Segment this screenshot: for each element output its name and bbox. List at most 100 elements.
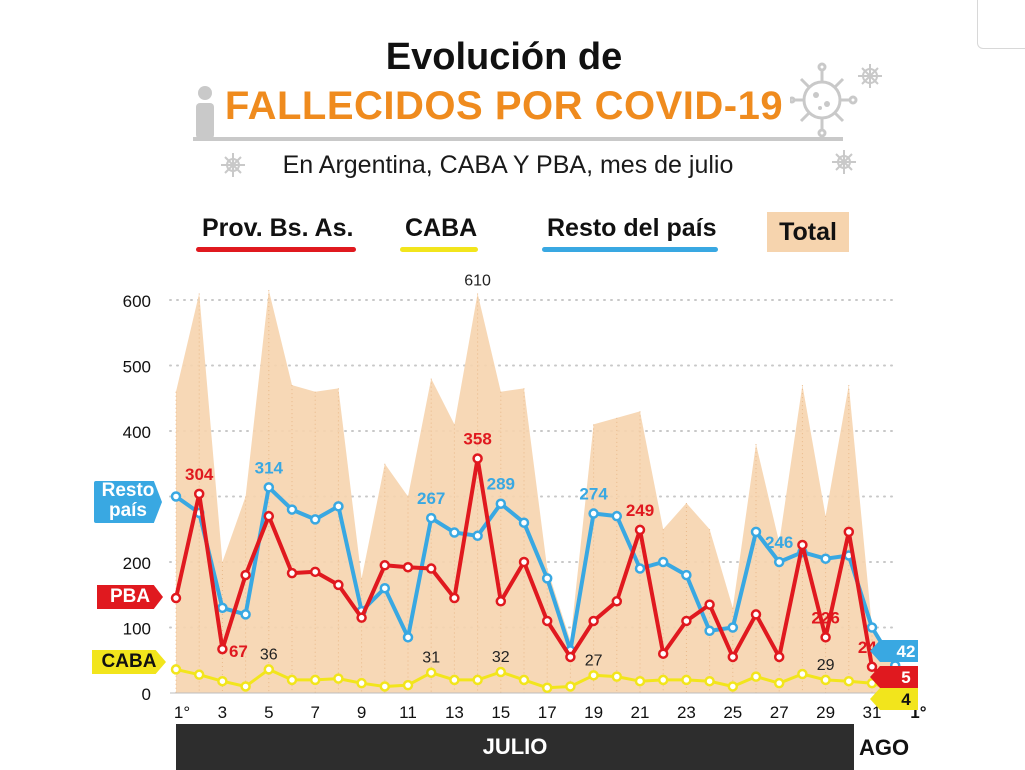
data-point: [449, 527, 460, 538]
x-tick-label: 23: [677, 703, 696, 722]
x-tick-label: 25: [723, 703, 742, 722]
pba-tag: PBA: [97, 585, 163, 609]
total-area-watermark: Total: [492, 321, 543, 346]
x-tick-label: 15: [491, 703, 510, 722]
data-point: [472, 530, 483, 542]
data-point: [773, 651, 785, 663]
data-point: [170, 592, 182, 604]
data-point: [750, 609, 762, 620]
data-label: 31: [422, 650, 440, 667]
data-point: [240, 681, 251, 692]
data-point: [425, 563, 437, 574]
data-label: 274: [579, 485, 608, 504]
data-label: 314: [255, 458, 284, 477]
data-point: [402, 561, 414, 573]
data-point: [333, 579, 344, 591]
data-point: [634, 675, 646, 687]
data-point: [449, 674, 460, 686]
subtitle: En Argentina, CABA Y PBA, mes de julio: [282, 151, 734, 179]
person-icon: [196, 86, 214, 139]
data-point: [518, 517, 530, 528]
data-point: [333, 501, 344, 512]
data-point: [820, 632, 831, 643]
legend-total-label: Total: [767, 212, 849, 252]
data-point: [495, 596, 507, 607]
virus-small-icon-right: [832, 150, 856, 174]
data-point: [217, 643, 228, 655]
resto-tag-line1: Resto: [101, 480, 155, 501]
legend-caba-label: CABA: [405, 214, 478, 242]
legend-caba-line: [400, 247, 478, 252]
data-point: [657, 648, 669, 659]
data-point: [518, 556, 530, 568]
data-point: [657, 556, 669, 568]
data-point: [588, 670, 599, 681]
virus-small-icon-left: [221, 153, 245, 177]
data-point: [704, 599, 715, 610]
data-point: [541, 615, 553, 627]
y-tick-600: 600: [123, 292, 151, 311]
y-tick-200: 200: [123, 554, 151, 573]
end-tag-caba-bg: [870, 688, 918, 710]
data-label: 29: [817, 657, 835, 674]
data-label: 249: [626, 501, 654, 520]
x-tick-label: 7: [310, 703, 319, 722]
month-label-august: AGO: [859, 735, 910, 760]
data-point: [773, 556, 785, 568]
x-tick-label: 11: [399, 703, 417, 722]
data-label: 226: [811, 608, 839, 627]
x-tick-label: 9: [357, 703, 366, 722]
data-point: [425, 512, 437, 524]
data-point: [797, 668, 808, 680]
data-point: [681, 615, 692, 627]
data-point: [843, 526, 855, 538]
data-label: 36: [260, 646, 278, 663]
data-point: [727, 651, 739, 663]
data-point: [704, 675, 715, 687]
window-corner-frame: [977, 0, 1025, 49]
data-point: [356, 612, 367, 623]
series-total-area: [176, 290, 896, 693]
data-point: [193, 669, 205, 680]
data-point: [379, 582, 391, 594]
data-point: [333, 673, 344, 684]
data-point: [541, 573, 553, 584]
data-point: [402, 679, 414, 691]
data-point: [541, 682, 553, 694]
data-point: [240, 609, 251, 620]
end-tag-resto-bg: [870, 640, 918, 662]
data-point: [309, 566, 321, 578]
data-point: [425, 667, 437, 678]
data-point: [379, 560, 391, 571]
data-point: [379, 681, 391, 692]
data-point: [518, 674, 530, 686]
data-point: [193, 488, 205, 500]
data-point: [217, 602, 228, 614]
data-point: [681, 569, 692, 581]
y-tick-100: 100: [123, 620, 151, 639]
virus-icon: [790, 62, 882, 138]
legend-resto-label: Resto del país: [547, 214, 717, 242]
data-point: [170, 664, 182, 675]
legend-pba-label: Prov. Bs. As.: [202, 214, 354, 242]
data-point: [217, 675, 228, 687]
data-point: [866, 661, 878, 673]
data-point: [170, 491, 182, 502]
x-tick-label: 1°: [174, 703, 190, 722]
x-tick-label: 17: [538, 703, 557, 722]
data-point: [286, 567, 298, 579]
x-tick-label: 3: [218, 703, 227, 722]
data-point: [634, 563, 646, 574]
data-point: [704, 625, 715, 637]
y-tick-500: 500: [123, 358, 151, 377]
data-point: [263, 482, 275, 493]
data-label: 67: [229, 642, 248, 661]
data-point: [773, 677, 785, 689]
data-point: [866, 622, 878, 633]
title-underline: [193, 137, 843, 141]
data-point: [588, 615, 599, 627]
data-point: [843, 675, 855, 687]
data-point: [286, 504, 298, 515]
resto-pais-tag: Resto país: [94, 481, 162, 523]
